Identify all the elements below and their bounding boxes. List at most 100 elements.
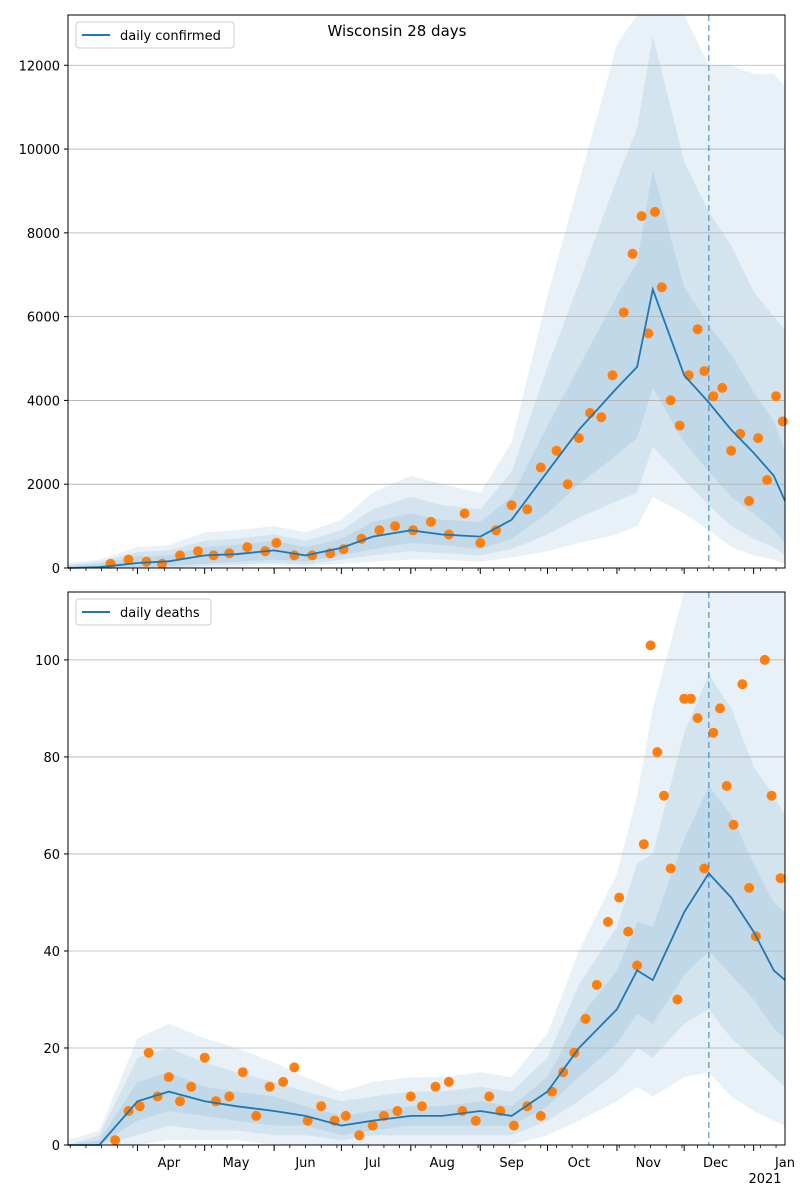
observed-point bbox=[186, 1081, 197, 1092]
observed-point bbox=[316, 1101, 327, 1112]
observed-point bbox=[484, 1091, 495, 1102]
y-tick-label: 0 bbox=[52, 562, 60, 577]
observed-point bbox=[459, 508, 470, 519]
observed-point bbox=[551, 445, 562, 456]
observed-point bbox=[744, 882, 755, 893]
uncertainty-band-1 bbox=[68, 170, 785, 568]
observed-point bbox=[562, 479, 573, 490]
observed-point bbox=[721, 781, 732, 791]
observed-point bbox=[535, 1110, 546, 1121]
y-tick-label: 100 bbox=[35, 654, 60, 669]
x-tick-label: Jul bbox=[364, 1156, 381, 1171]
legend-box bbox=[75, 21, 235, 49]
observed-point bbox=[766, 790, 777, 801]
observed-point bbox=[110, 1135, 121, 1146]
confirmed-legend: daily confirmed bbox=[75, 21, 235, 49]
observed-point bbox=[665, 395, 676, 406]
y-tick-label: 10000 bbox=[19, 143, 60, 158]
legend-label: daily deaths bbox=[120, 606, 200, 621]
observed-point bbox=[340, 1110, 351, 1121]
legend-box bbox=[75, 598, 212, 626]
deaths-axes-frame bbox=[67, 591, 786, 1146]
y-tick-label: 4000 bbox=[27, 394, 60, 409]
observed-point bbox=[475, 537, 486, 548]
y-tick-label: 40 bbox=[43, 945, 60, 960]
observed-point bbox=[224, 548, 235, 559]
observed-point bbox=[157, 558, 168, 569]
observed-point bbox=[737, 679, 748, 690]
observed-point bbox=[289, 550, 300, 561]
observed-point bbox=[618, 307, 629, 318]
confirmed-x-ticks bbox=[69, 568, 777, 574]
observed-point bbox=[775, 873, 786, 884]
observed-point bbox=[143, 1047, 154, 1058]
observed-point bbox=[278, 1076, 289, 1087]
observed-point bbox=[632, 960, 643, 971]
y-tick-label: 0 bbox=[52, 1139, 60, 1154]
observed-point bbox=[210, 1096, 221, 1107]
legend-label: daily confirmed bbox=[120, 29, 221, 44]
observed-point bbox=[591, 979, 602, 990]
deaths-observed-points bbox=[110, 640, 786, 1146]
observed-point bbox=[717, 382, 728, 393]
observed-point bbox=[163, 1072, 174, 1083]
observed-point bbox=[627, 248, 638, 259]
y-tick-label: 12000 bbox=[19, 59, 60, 74]
confirmed-panel: 0 2000 4000 6000 8000 10000 12000 Wisconsin 28… bbox=[19, 14, 788, 577]
observed-point bbox=[645, 640, 656, 651]
uncertainty-band-3 bbox=[68, 592, 785, 1145]
observed-point bbox=[251, 1110, 262, 1121]
observed-point bbox=[771, 391, 781, 402]
deaths-uncertainty-bands bbox=[68, 592, 785, 1145]
observed-point bbox=[735, 428, 746, 439]
observed-point bbox=[715, 703, 725, 714]
observed-point bbox=[405, 1091, 416, 1102]
y-tick-label: 80 bbox=[43, 751, 60, 766]
observed-point bbox=[175, 1096, 185, 1107]
confirmed-line bbox=[67, 286, 786, 569]
observed-point bbox=[665, 863, 676, 874]
y-tick-label: 20 bbox=[43, 1042, 60, 1057]
observed-point bbox=[744, 496, 755, 506]
observed-point bbox=[708, 727, 719, 738]
observed-point bbox=[623, 926, 634, 937]
observed-point bbox=[685, 693, 696, 704]
x-tick-label: Jun bbox=[294, 1156, 315, 1171]
observed-point bbox=[374, 525, 385, 536]
observed-point bbox=[193, 546, 203, 557]
observed-point bbox=[134, 1101, 145, 1112]
uncertainty-band-2 bbox=[68, 674, 785, 1145]
observed-point bbox=[237, 1067, 248, 1078]
observed-point bbox=[367, 1120, 378, 1131]
observed-point bbox=[506, 500, 517, 511]
observed-point bbox=[354, 1130, 365, 1141]
observed-point bbox=[105, 558, 116, 569]
y-tick-label: 8000 bbox=[27, 227, 60, 242]
observed-point bbox=[264, 1081, 275, 1092]
observed-point bbox=[753, 433, 764, 444]
observed-point bbox=[728, 819, 739, 830]
deaths-legend: daily deaths bbox=[75, 598, 212, 626]
observed-point bbox=[708, 391, 719, 402]
x-tick-label: Apr bbox=[158, 1156, 181, 1171]
observed-point bbox=[652, 747, 663, 758]
x-tick-label: Sep bbox=[499, 1156, 524, 1171]
observed-point bbox=[656, 282, 667, 293]
observed-point bbox=[777, 416, 788, 427]
observed-point bbox=[692, 324, 703, 335]
observed-point bbox=[390, 521, 401, 532]
observed-point bbox=[603, 916, 613, 927]
observed-point bbox=[726, 445, 737, 456]
observed-point bbox=[692, 713, 703, 724]
observed-point bbox=[470, 1115, 481, 1126]
observed-point bbox=[659, 790, 669, 801]
deaths-panel: 0 20 40 60 80 100 Apr May Jun Jul Aug Sep Oct Nov Dec… bbox=[35, 591, 795, 1187]
observed-point bbox=[607, 370, 618, 381]
observed-point bbox=[759, 654, 770, 665]
observed-point bbox=[762, 475, 773, 485]
observed-point bbox=[302, 1115, 313, 1126]
series-line bbox=[67, 286, 786, 569]
observed-point bbox=[289, 1062, 300, 1073]
observed-point bbox=[175, 550, 185, 561]
